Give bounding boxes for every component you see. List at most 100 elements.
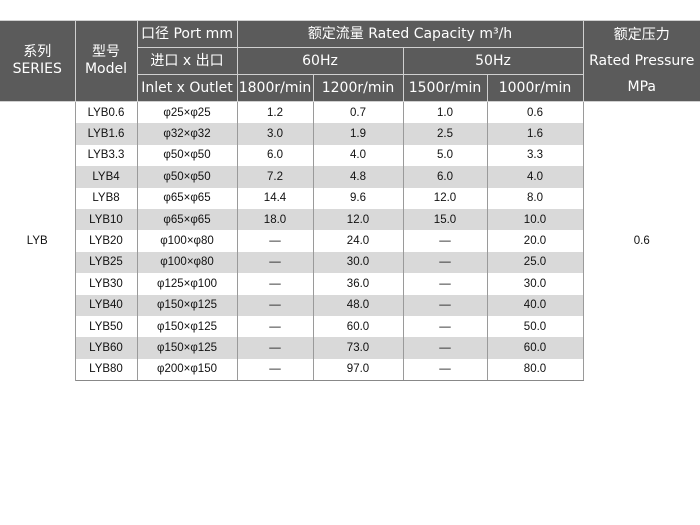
c1800-cell: 7.2	[236, 166, 314, 188]
c1000-cell: 80.0	[486, 358, 584, 382]
model-cell: LYB40	[74, 294, 138, 316]
series-header: 系列 SERIES	[0, 20, 76, 102]
c1000-cell: 10.0	[486, 208, 584, 231]
model-header-cn: 型号	[92, 44, 120, 60]
speed-1500-header: 1500r/min	[402, 74, 488, 102]
model-cell: LYB20	[74, 230, 138, 252]
c1200-cell: 4.0	[312, 144, 404, 167]
c1500-cell: 12.0	[402, 187, 488, 209]
c1800-cell: —	[236, 273, 314, 295]
inlet-outlet-en-header: Inlet x Outlet	[137, 74, 238, 102]
c1500-cell: —	[402, 251, 488, 274]
port-cell: φ32×φ32	[136, 123, 238, 145]
c1500-cell: 1.0	[402, 101, 488, 124]
c1200-cell: 73.0	[312, 337, 404, 359]
model-cell: LYB50	[74, 315, 138, 338]
model-cell: LYB30	[74, 273, 138, 295]
port-cell: φ25×φ25	[136, 101, 238, 124]
c1000-cell: 30.0	[486, 273, 584, 295]
c1200-cell: 1.9	[312, 123, 404, 145]
port-cell: φ50×φ50	[136, 166, 238, 188]
table-row: LYB LYB0.6 φ25×φ25 1.2 0.7 1.0 0.6 0.6	[0, 101, 700, 381]
c1200-cell: 60.0	[312, 315, 404, 338]
model-cell: LYB10	[74, 208, 138, 231]
speed-1200-header: 1200r/min	[312, 74, 404, 102]
c1800-cell: 18.0	[236, 208, 314, 231]
c1000-cell: 3.3	[486, 144, 584, 167]
pressure-header-cn: 额定压力	[613, 27, 670, 43]
c1000-cell: 4.0	[486, 166, 584, 188]
c1500-cell: 5.0	[402, 144, 488, 167]
model-cell: LYB4	[74, 166, 138, 188]
model-cell: LYB60	[74, 337, 138, 359]
table-row: LYB50 φ150×φ125—60.0—50.0	[0, 315, 700, 338]
model-header-en: Model	[84, 61, 128, 77]
series-header-en: SERIES	[12, 61, 62, 77]
spec-table: 系列 SERIES 型号 Model 口径 Port mm 额定流量 Rated C…	[0, 20, 700, 382]
speed-1800-header: 1800r/min	[236, 74, 314, 102]
c1800-cell: —	[236, 230, 314, 252]
c1500-cell: 2.5	[402, 123, 488, 145]
c1800-cell: —	[236, 294, 314, 316]
pressure-header-en: Rated Pressure	[589, 53, 695, 69]
capacity-header: 额定流量 Rated Capacity m³/h	[236, 20, 584, 48]
port-cell: φ150×φ125	[136, 315, 238, 338]
c1200-cell: 0.7	[312, 101, 404, 124]
c1200-cell: 48.0	[312, 294, 404, 316]
c1800-cell: 6.0	[236, 144, 314, 167]
c1800-cell: —	[236, 358, 314, 382]
hz50-header: 50Hz	[402, 47, 583, 75]
speed-1000-header: 1000r/min	[486, 74, 583, 102]
c1000-cell: 8.0	[486, 187, 584, 209]
port-cell: φ150×φ125	[136, 294, 238, 316]
hz60-header: 60Hz	[236, 47, 404, 75]
c1500-cell: —	[402, 273, 488, 295]
c1500-cell: 15.0	[402, 208, 488, 231]
c1800-cell: 1.2	[236, 101, 314, 124]
c1800-cell: —	[236, 251, 314, 274]
pressure-cell: 0.6	[583, 101, 700, 381]
c1000-cell: 50.0	[486, 315, 584, 338]
table-row: LYB30 φ125×φ100—36.0—30.0	[0, 273, 700, 295]
port-cell: φ200×φ150	[136, 358, 238, 382]
c1200-cell: 9.6	[312, 187, 404, 209]
c1500-cell: 6.0	[402, 166, 488, 188]
table-row: LYB1.6 φ32×φ32 3.0 1.9 2.5 1.6	[0, 123, 700, 145]
series-header-cn: 系列	[23, 44, 52, 60]
model-cell: LYB8	[74, 187, 138, 209]
series-cell: LYB	[0, 101, 76, 381]
model-cell: LYB80	[74, 358, 138, 382]
c1500-cell: —	[402, 337, 488, 359]
pressure-header-unit: MPa	[627, 79, 656, 95]
model-cell: LYB3.3	[74, 144, 138, 167]
c1500-cell: —	[402, 358, 488, 382]
inlet-outlet-cn-header: 进口 x 出口	[137, 47, 238, 75]
model-cell: LYB25	[74, 251, 138, 274]
port-cell: φ100×φ80	[136, 251, 238, 274]
table-row: LYB60 φ150×φ125—73.0—60.0	[0, 337, 700, 359]
table-row: LYB20 φ100×φ80—24.0—20.0	[0, 230, 700, 252]
c1000-cell: 25.0	[486, 251, 584, 274]
c1200-cell: 12.0	[312, 208, 404, 231]
c1500-cell: —	[402, 315, 488, 338]
port-cell: φ65×φ65	[136, 208, 238, 231]
table-row: LYB10 φ65×φ65 18.0 12.0 15.0 10.0	[0, 208, 700, 231]
c1800-cell: 3.0	[236, 123, 314, 145]
model-cell: LYB0.6	[74, 101, 138, 124]
table-row: LYB40 φ150×φ125—48.0—40.0	[0, 294, 700, 316]
c1500-cell: —	[402, 294, 488, 316]
table-body: LYB LYB0.6 φ25×φ25 1.2 0.7 1.0 0.6 0.6 LYB1.6 φ32…	[0, 101, 700, 382]
port-cell: φ125×φ100	[136, 273, 238, 295]
model-cell: LYB1.6	[74, 123, 138, 145]
c1200-cell: 30.0	[312, 251, 404, 274]
c1200-cell: 24.0	[312, 230, 404, 252]
port-cell: φ150×φ125	[136, 337, 238, 359]
table-row: LYB3.3 φ50×φ50 6.0 4.0 5.0 3.3	[0, 144, 700, 167]
c1800-cell: —	[236, 315, 314, 338]
c1000-cell: 40.0	[486, 294, 584, 316]
port-cell: φ50×φ50	[136, 144, 238, 167]
c1500-cell: —	[402, 230, 488, 252]
c1800-cell: 14.4	[236, 187, 314, 209]
c1800-cell: —	[236, 337, 314, 359]
table-row: LYB4 φ50×φ50 7.2 4.8 6.0 4.0	[0, 166, 700, 188]
